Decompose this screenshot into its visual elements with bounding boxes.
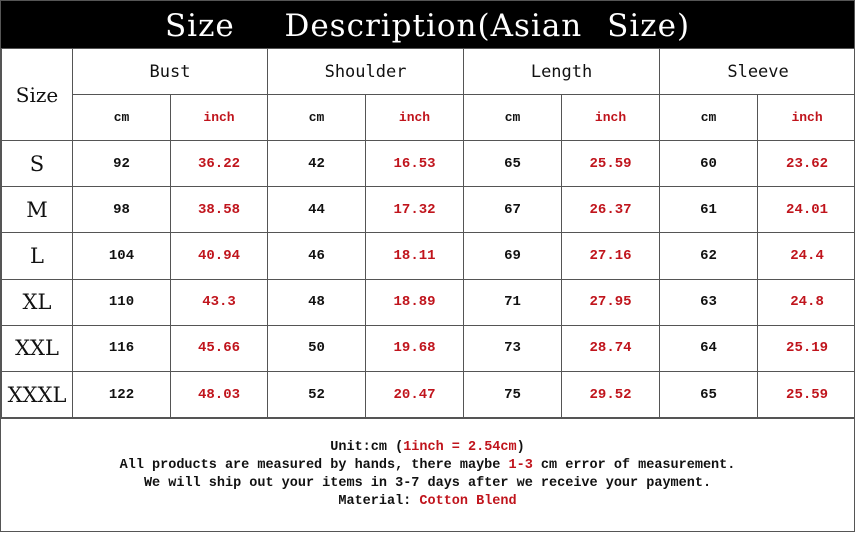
inch-value: 40.94 <box>171 233 268 279</box>
inch-value: 38.58 <box>171 187 268 233</box>
size-header: Size <box>2 49 73 141</box>
cm-value: 60 <box>660 141 758 187</box>
cm-value: 122 <box>73 371 171 417</box>
cm-value: 73 <box>464 325 562 371</box>
inch-value: 17.32 <box>366 187 464 233</box>
cm-value: 110 <box>73 279 171 325</box>
cm-value: 61 <box>660 187 758 233</box>
cm-header: cm <box>73 95 171 141</box>
cm-value: 42 <box>268 141 366 187</box>
material-note: Material: Cotton Blend <box>1 493 854 511</box>
inch-value: 48.03 <box>171 371 268 417</box>
size-label: M <box>2 187 73 233</box>
cm-value: 64 <box>660 325 758 371</box>
inch-value: 28.74 <box>562 325 660 371</box>
size-label: XL <box>2 279 73 325</box>
inch-value: 45.66 <box>171 325 268 371</box>
unit-text-end: ) <box>517 440 525 455</box>
inch-value: 23.62 <box>758 141 855 187</box>
chart-title: Size Description(Asian Size) <box>1 1 854 48</box>
size-label: L <box>2 233 73 279</box>
group-sleeve: Sleeve <box>660 49 855 95</box>
inch-value: 20.47 <box>366 371 464 417</box>
inch-header: inch <box>758 95 855 141</box>
inch-value: 29.52 <box>562 371 660 417</box>
group-shoulder: Shoulder <box>268 49 464 95</box>
group-bust: Bust <box>73 49 268 95</box>
measure-note: All products are measured by hands, ther… <box>1 457 854 475</box>
cm-value: 46 <box>268 233 366 279</box>
inch-value: 36.22 <box>171 141 268 187</box>
group-length: Length <box>464 49 660 95</box>
cm-header: cm <box>660 95 758 141</box>
cm-value: 98 <box>73 187 171 233</box>
cm-value: 104 <box>73 233 171 279</box>
inch-value: 26.37 <box>562 187 660 233</box>
inch-value: 19.68 <box>366 325 464 371</box>
size-label: XXL <box>2 325 73 371</box>
inch-value: 25.59 <box>758 371 855 417</box>
unit-conversion: 1inch = 2.54cm <box>403 440 516 455</box>
inch-value: 24.4 <box>758 233 855 279</box>
material-label: Material: <box>338 494 419 509</box>
cm-value: 44 <box>268 187 366 233</box>
size-label: S <box>2 141 73 187</box>
measure-error: 1-3 <box>509 458 533 473</box>
unit-text: Unit:cm ( <box>330 440 403 455</box>
cm-value: 65 <box>464 141 562 187</box>
cm-value: 71 <box>464 279 562 325</box>
cm-value: 116 <box>73 325 171 371</box>
cm-value: 65 <box>660 371 758 417</box>
inch-value: 27.95 <box>562 279 660 325</box>
inch-value: 24.8 <box>758 279 855 325</box>
inch-header: inch <box>562 95 660 141</box>
cm-header: cm <box>464 95 562 141</box>
cm-value: 92 <box>73 141 171 187</box>
inch-value: 18.11 <box>366 233 464 279</box>
cm-value: 50 <box>268 325 366 371</box>
material-value: Cotton Blend <box>419 494 516 509</box>
inch-value: 24.01 <box>758 187 855 233</box>
inch-value: 16.53 <box>366 141 464 187</box>
cm-value: 62 <box>660 233 758 279</box>
inch-value: 25.19 <box>758 325 855 371</box>
cm-value: 69 <box>464 233 562 279</box>
cm-value: 63 <box>660 279 758 325</box>
cm-value: 67 <box>464 187 562 233</box>
inch-header: inch <box>366 95 464 141</box>
measure-text: All products are measured by hands, ther… <box>120 458 509 473</box>
shipping-note: We will ship out your items in 3-7 days … <box>1 475 854 493</box>
unit-note: Unit:cm (1inch = 2.54cm) <box>1 439 854 457</box>
footer-notes: Unit:cm (1inch = 2.54cm) All products ar… <box>1 418 854 533</box>
inch-value: 43.3 <box>171 279 268 325</box>
measure-text-end: cm error of measurement. <box>533 458 736 473</box>
size-label: XXXL <box>2 371 73 417</box>
cm-value: 48 <box>268 279 366 325</box>
cm-value: 75 <box>464 371 562 417</box>
inch-header: inch <box>171 95 268 141</box>
cm-header: cm <box>268 95 366 141</box>
inch-value: 25.59 <box>562 141 660 187</box>
inch-value: 27.16 <box>562 233 660 279</box>
inch-value: 18.89 <box>366 279 464 325</box>
cm-value: 52 <box>268 371 366 417</box>
